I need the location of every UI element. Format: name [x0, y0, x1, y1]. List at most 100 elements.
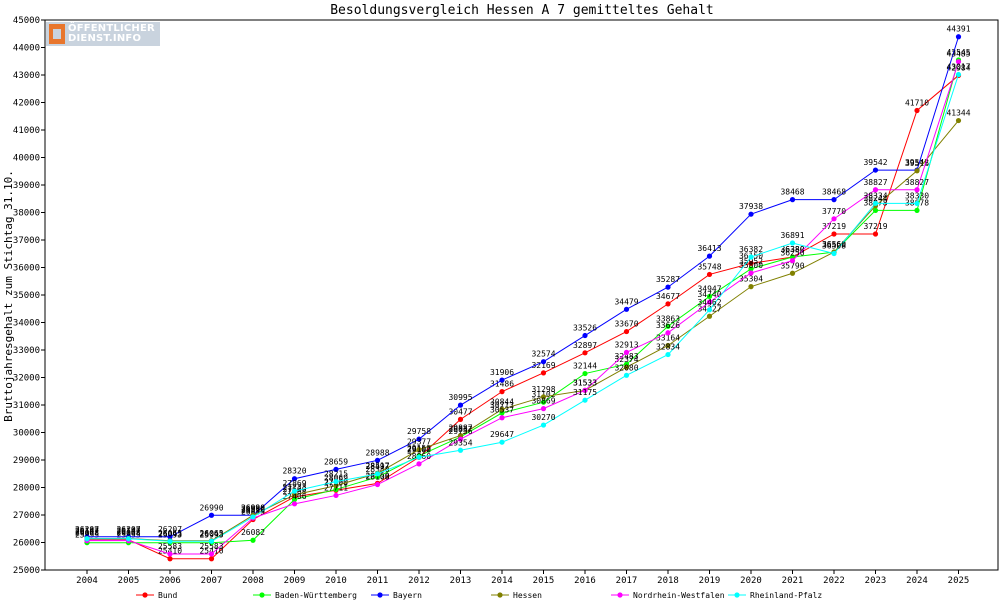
data-point — [789, 254, 796, 260]
data-label: 38468 — [780, 188, 804, 197]
data-label: 44391 — [946, 25, 970, 34]
data-label: 35748 — [697, 262, 721, 271]
x-tick-label: 2005 — [118, 576, 140, 586]
data-point — [457, 402, 464, 408]
data-label: 26045 — [199, 529, 223, 538]
data-label: 39516 — [905, 159, 929, 168]
data-label: 28108 — [365, 473, 389, 482]
legend-item: Baden-Württemberg — [253, 591, 357, 600]
logo-line-2: DIENST.INFO — [68, 33, 142, 44]
data-point — [623, 372, 630, 378]
data-label: 33164 — [656, 333, 680, 342]
data-label: 43545 — [946, 48, 970, 57]
data-label: 27711 — [324, 483, 348, 492]
data-point — [250, 537, 256, 543]
data-point — [416, 436, 422, 442]
data-label: 29758 — [407, 427, 431, 436]
data-label: 26137 — [116, 527, 140, 536]
data-point — [208, 512, 215, 518]
y-tick-label: 45000 — [13, 16, 40, 26]
y-tick-label: 26000 — [13, 539, 40, 549]
data-point — [665, 351, 671, 358]
data-point — [84, 536, 90, 542]
legend-item: Bayern — [371, 591, 422, 600]
x-tick-label: 2011 — [367, 576, 389, 586]
data-label: 25583 — [199, 542, 223, 551]
legend-marker — [142, 592, 148, 598]
data-point — [789, 240, 796, 246]
y-tick-label: 34000 — [13, 319, 40, 329]
data-point — [623, 364, 630, 370]
data-point — [706, 299, 713, 305]
data-point — [914, 107, 920, 114]
data-point — [416, 461, 422, 467]
x-tick-label: 2025 — [948, 576, 970, 586]
data-point — [374, 457, 381, 463]
data-label: 36380 — [780, 245, 804, 254]
data-point — [872, 231, 879, 237]
data-point — [333, 478, 339, 485]
data-label: 31298 — [531, 385, 555, 394]
data-point — [831, 231, 837, 237]
legend-label: Rheinland-Pfalz — [750, 591, 822, 600]
data-label: 36560 — [822, 240, 846, 249]
data-label: 31533 — [573, 378, 597, 387]
data-label: 38827 — [863, 178, 887, 187]
series-line — [87, 61, 959, 555]
data-label: 43017 — [946, 63, 970, 72]
data-point — [457, 436, 464, 442]
y-tick-label: 25000 — [13, 566, 40, 576]
data-label: 29756 — [448, 427, 472, 436]
data-label: 26147 — [75, 526, 99, 535]
y-tick-label: 39000 — [13, 181, 40, 191]
data-point — [748, 266, 754, 272]
legend-marker — [497, 592, 503, 598]
legend-label: Hessen — [513, 591, 542, 600]
data-label: 30713 — [490, 401, 514, 410]
data-label: 35952 — [739, 257, 763, 266]
data-label: 35287 — [656, 275, 680, 284]
data-point — [374, 481, 381, 488]
data-label: 33863 — [656, 314, 680, 323]
data-point — [291, 476, 298, 482]
data-label: 26045 — [158, 529, 182, 538]
data-label: 29354 — [448, 438, 472, 447]
legend-item: Bund — [136, 591, 177, 600]
data-label: 31533 — [573, 378, 597, 387]
data-label: 26890 — [241, 506, 265, 515]
data-label: 38244 — [863, 194, 887, 203]
data-point — [499, 377, 505, 383]
data-label: 26990 — [241, 503, 265, 512]
data-label: 25583 — [158, 542, 182, 551]
x-tick-label: 2018 — [657, 576, 679, 586]
data-label: 39542 — [905, 158, 929, 167]
x-tick-label: 2014 — [491, 576, 513, 586]
data-point — [208, 556, 215, 562]
data-label: 28988 — [365, 448, 389, 457]
data-point — [540, 406, 547, 412]
x-tick-label: 2010 — [325, 576, 347, 586]
data-point — [540, 370, 547, 376]
y-tick-label: 28000 — [13, 484, 40, 494]
series-lines: 2610226102254102541026835276602790028150… — [75, 25, 971, 562]
data-label: 26147 — [116, 526, 140, 535]
data-label: 28380 — [365, 465, 389, 474]
data-point — [706, 313, 713, 319]
data-point — [333, 492, 339, 499]
data-label: 27406 — [282, 492, 306, 501]
data-point — [914, 168, 920, 174]
x-tick-label: 2019 — [699, 576, 721, 586]
data-label: 41344 — [946, 109, 970, 118]
data-label: 28320 — [282, 467, 306, 476]
data-label: 28517 — [365, 461, 389, 470]
legend-label: Nordrhein-Westfalen — [633, 591, 725, 600]
data-point — [665, 342, 671, 349]
data-label: 30869 — [531, 397, 555, 406]
y-tick-label: 36000 — [13, 264, 40, 274]
data-label: 35304 — [739, 275, 763, 284]
data-label: 26068 — [116, 529, 140, 538]
data-point — [914, 200, 920, 207]
legend-label: Baden-Württemberg — [275, 591, 357, 600]
chart-title: Besoldungsvergleich Hessen A 7 gemittelt… — [330, 3, 714, 18]
data-point — [208, 538, 215, 544]
